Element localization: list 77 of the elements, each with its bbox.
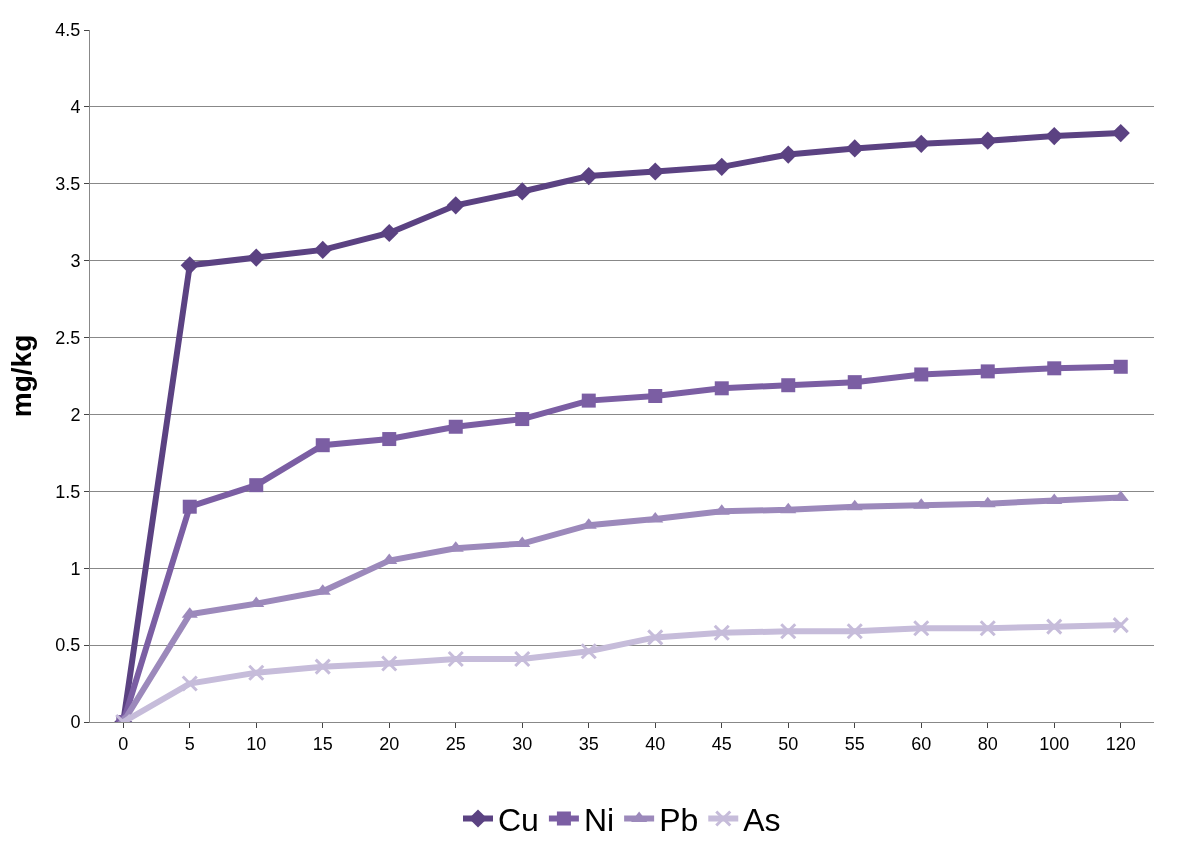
point	[515, 412, 530, 427]
legend-label: Cu	[498, 801, 539, 838]
point	[513, 182, 532, 201]
x-tick-label: 10	[246, 733, 267, 754]
y-tick-label: 0.5	[55, 635, 81, 656]
x-tick-label: 40	[645, 733, 666, 754]
point	[781, 378, 796, 393]
x-tick-label: 25	[445, 733, 466, 754]
x-tick-label: 30	[512, 733, 533, 754]
point	[646, 628, 664, 646]
point	[980, 364, 995, 379]
point	[447, 650, 465, 668]
point	[315, 438, 330, 453]
y-tick-label: 2.5	[55, 327, 81, 348]
x-tick-label: 0	[118, 733, 129, 754]
point	[446, 196, 465, 215]
point	[581, 393, 596, 408]
point	[448, 419, 463, 434]
point	[580, 642, 598, 660]
point	[513, 650, 531, 668]
point	[1111, 123, 1130, 143]
point	[314, 658, 332, 676]
point	[1112, 616, 1130, 634]
x-tick-label: 20	[379, 733, 400, 754]
x-tick-label: 100	[1039, 733, 1070, 754]
point	[846, 622, 864, 640]
point	[382, 432, 397, 447]
x-tick-label: 120	[1105, 733, 1136, 754]
point	[779, 622, 797, 640]
y-tick-label: 2	[70, 404, 81, 425]
point	[1045, 618, 1063, 636]
x-tick-label: 80	[977, 733, 998, 754]
y-tick-label: 3	[70, 250, 81, 271]
y-tick-label: 0	[70, 712, 81, 733]
point	[847, 375, 862, 390]
point	[1047, 361, 1062, 376]
y-tick-label: 4	[70, 97, 81, 118]
point	[247, 248, 266, 267]
point	[648, 388, 663, 403]
x-tick-label: 55	[844, 733, 865, 754]
point	[181, 675, 199, 693]
point	[914, 367, 929, 382]
point	[180, 256, 199, 275]
point	[712, 157, 731, 176]
legend-label: As	[743, 801, 781, 838]
point	[249, 478, 264, 493]
legend-label: Pb	[659, 801, 699, 838]
y-tick-label: 4.5	[55, 20, 81, 41]
point	[713, 624, 731, 642]
point	[1113, 359, 1128, 374]
point	[247, 664, 265, 682]
point	[514, 536, 531, 548]
x-tick-label: 15	[312, 733, 333, 754]
point	[714, 381, 729, 396]
point	[845, 139, 864, 158]
point	[780, 502, 797, 514]
legend-label: Ni	[583, 801, 615, 838]
point	[979, 619, 997, 637]
y-tick-label: 1	[70, 558, 81, 579]
y-axis-title: mg/kg	[6, 334, 38, 418]
point	[779, 145, 798, 164]
y-tick-label: 3.5	[55, 174, 81, 195]
x-tick-label: 35	[578, 733, 599, 754]
x-tick-label: 60	[911, 733, 932, 754]
x-tick-label: 50	[778, 733, 799, 754]
point	[579, 166, 598, 186]
point	[313, 240, 332, 259]
point	[846, 499, 863, 511]
point	[380, 223, 399, 243]
y-tick-label: 1.5	[55, 481, 81, 502]
x-tick-label: 5	[184, 733, 195, 754]
point	[380, 655, 398, 673]
point	[979, 496, 996, 508]
point	[182, 499, 197, 514]
point	[912, 619, 930, 637]
x-tick-label: 45	[711, 733, 732, 754]
point	[1046, 493, 1063, 505]
